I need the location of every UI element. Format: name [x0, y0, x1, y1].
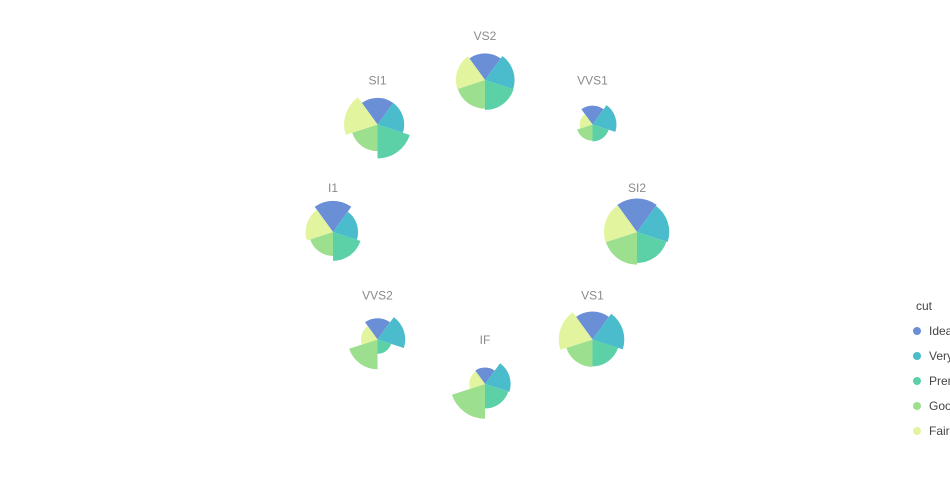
rose-wedge-good[interactable] [577, 124, 593, 141]
panel-label: VVS2 [362, 289, 393, 303]
rose-panels: VS2 VVS1 SI2 VS1 IF VVS2 I1 SI1 [305, 29, 670, 419]
panel-label: SI2 [628, 181, 646, 195]
legend-label[interactable]: Good [929, 399, 950, 413]
legend-title: cut [916, 299, 933, 313]
panel-label: VS2 [474, 29, 497, 43]
rose-panel-vs2: VS2 [455, 29, 515, 111]
panel-label: VVS1 [577, 74, 608, 88]
rose-wedge-ideal[interactable] [365, 318, 391, 340]
rose-panel-if: IF [451, 333, 511, 419]
rose-wedge-premium[interactable] [592, 124, 609, 142]
legend-label[interactable]: Premium [929, 374, 950, 388]
legend-label[interactable]: Fair [929, 424, 950, 438]
rose-wedge-fair[interactable] [344, 97, 378, 135]
legend: cut Ideal Very Good Premium Good Fair [913, 299, 950, 438]
rose-wedge-good[interactable] [349, 339, 378, 370]
rose-wedge-fair[interactable] [469, 371, 485, 389]
legend-swatch[interactable] [913, 402, 921, 410]
panel-label: SI1 [368, 74, 386, 88]
legend-items: Ideal Very Good Premium Good Fair [913, 324, 950, 438]
rose-wedge-fair[interactable] [360, 326, 378, 345]
legend-swatch[interactable] [913, 377, 921, 385]
rose-wedge-ideal[interactable] [581, 105, 604, 125]
rose-wedge-very-good[interactable] [333, 211, 359, 240]
rose-wedge-premium[interactable] [592, 339, 619, 367]
rose-wedge-very-good[interactable] [485, 56, 515, 90]
legend-label[interactable]: Very Good [929, 349, 950, 363]
rose-wedge-good[interactable] [457, 80, 485, 109]
rose-wedge-fair[interactable] [579, 114, 593, 129]
rose-panel-i1: I1 [305, 181, 361, 261]
rose-wedge-very-good[interactable] [592, 105, 617, 132]
rose-wedge-very-good[interactable] [485, 363, 511, 392]
panel-label: I1 [328, 181, 338, 195]
legend-swatch[interactable] [913, 352, 921, 360]
rose-wedge-good[interactable] [451, 384, 485, 419]
rose-wedge-fair[interactable] [558, 312, 593, 350]
rose-wedge-good[interactable] [310, 232, 333, 256]
rose-wedge-very-good[interactable] [592, 313, 625, 350]
legend-swatch[interactable] [913, 327, 921, 335]
rose-wedge-premium[interactable] [377, 339, 392, 354]
panel-label: IF [480, 333, 491, 347]
rose-wedge-premium[interactable] [637, 232, 667, 263]
rose-wedge-good[interactable] [352, 124, 378, 152]
rose-wedge-premium[interactable] [485, 80, 514, 111]
rose-wedge-fair[interactable] [305, 209, 333, 241]
legend-label[interactable]: Ideal [929, 324, 950, 338]
rose-panel-vs1: VS1 [558, 289, 625, 367]
rose-wedge-ideal[interactable] [576, 311, 609, 340]
rose-wedge-ideal[interactable] [314, 200, 352, 232]
rose-wedge-ideal[interactable] [617, 198, 657, 232]
rose-wedge-ideal[interactable] [469, 53, 501, 80]
rose-wedge-fair[interactable] [603, 205, 637, 243]
rose-wedge-very-good[interactable] [377, 317, 406, 349]
rose-wedge-ideal[interactable] [361, 97, 394, 125]
legend-swatch[interactable] [913, 427, 921, 435]
rose-panel-si2: SI2 [603, 181, 670, 265]
rose-wedge-premium[interactable] [333, 232, 361, 261]
rose-wedge-good[interactable] [605, 232, 637, 265]
rose-wedge-premium[interactable] [377, 124, 410, 159]
rose-panel-si1: SI1 [344, 74, 410, 159]
rose-wedge-very-good[interactable] [377, 102, 405, 133]
rose-wedge-very-good[interactable] [637, 205, 670, 242]
rose-panel-vvs2: VVS2 [349, 289, 406, 370]
panel-label: VS1 [581, 289, 604, 303]
rose-wedge-good[interactable] [566, 339, 593, 367]
rose-panel-vvs1: VVS1 [577, 74, 617, 142]
rose-wedge-premium[interactable] [485, 384, 509, 409]
rose-wedge-ideal[interactable] [475, 367, 495, 384]
rose-wedge-fair[interactable] [455, 56, 485, 89]
